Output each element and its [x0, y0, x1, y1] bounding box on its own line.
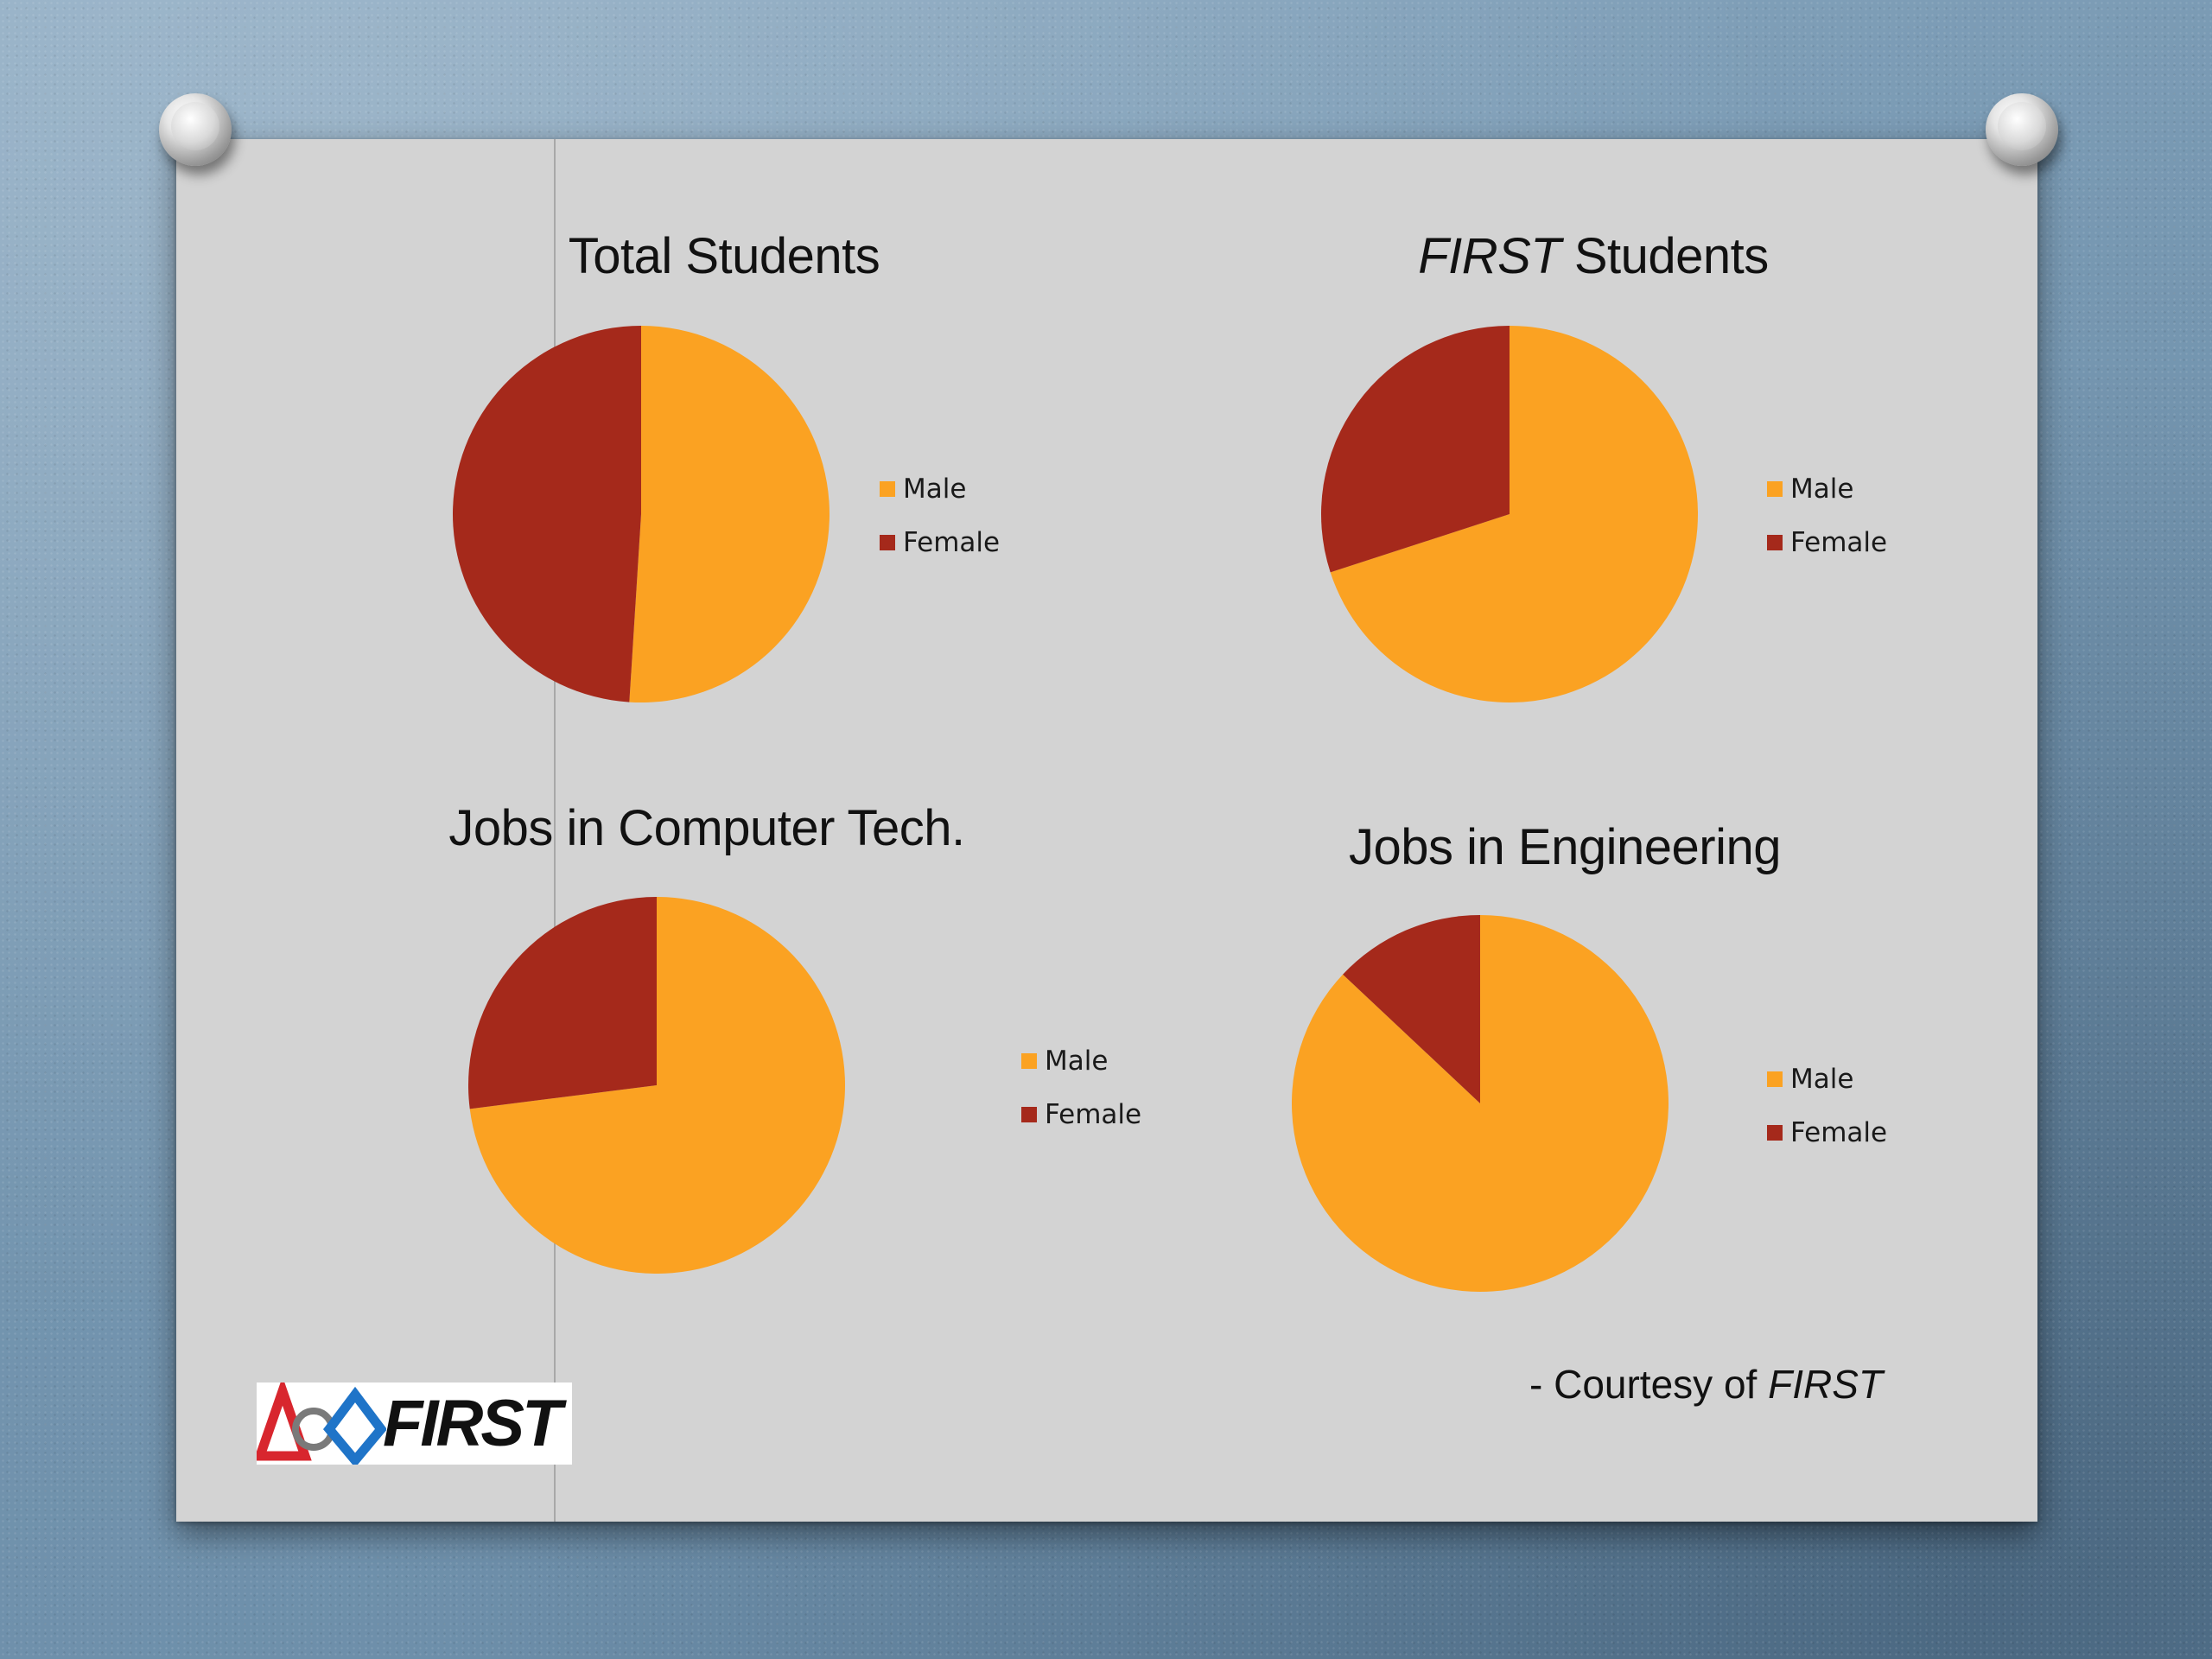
chart-title-text: Jobs in Computer Tech.	[448, 800, 965, 856]
legend-item-female: Female	[1767, 1106, 1887, 1160]
legend-jobs-computer-tech: Male Female	[1021, 1034, 1141, 1141]
courtesy-prefix: - Courtesy of	[1529, 1362, 1769, 1407]
chart-title-text: Total Students	[568, 228, 880, 284]
legend-swatch-male	[1021, 1053, 1037, 1069]
chart-title-italic: FIRST	[1418, 228, 1561, 284]
first-logo: FIRST	[257, 1382, 572, 1465]
legend-item-female: Female	[1767, 516, 1887, 569]
pie-slice-female	[453, 326, 641, 702]
legend-swatch-female	[1767, 1125, 1783, 1141]
first-logo-mark-icon	[257, 1382, 386, 1465]
chart-title-text: Jobs in Engineering	[1349, 819, 1781, 875]
legend-label: Female	[1790, 1117, 1888, 1148]
legend-total-students: Male Female	[880, 462, 1000, 569]
legend-item-male: Male	[1021, 1034, 1141, 1088]
legend-jobs-engineering: Male Female	[1767, 1052, 1887, 1160]
pie-chart-jobs-engineering	[1292, 915, 1669, 1292]
legend-swatch-female	[880, 535, 895, 550]
legend-label: Male	[903, 474, 967, 505]
courtesy-note: - Courtesy of FIRST	[1529, 1361, 1883, 1408]
pie-slice-female	[1343, 915, 1480, 1103]
pie-slice-female	[1321, 326, 1510, 573]
legend-item-female: Female	[880, 516, 1000, 569]
margin-rule	[554, 139, 556, 1522]
chart-title-jobs-engineering: Jobs in Engineering	[1349, 818, 1781, 876]
legend-label: Female	[1045, 1099, 1142, 1130]
legend-item-female: Female	[1021, 1088, 1141, 1141]
pie-chart-total-students	[453, 326, 830, 702]
legend-swatch-male	[1767, 1071, 1783, 1087]
legend-swatch-female	[1767, 535, 1783, 550]
chart-title-jobs-computer-tech: Jobs in Computer Tech.	[448, 799, 965, 857]
legend-swatch-male	[880, 481, 895, 497]
legend-label: Female	[903, 527, 1001, 558]
legend-label: Male	[1790, 1064, 1854, 1095]
chart-title-total-students: Total Students	[569, 227, 880, 285]
pie-slice-male	[469, 897, 845, 1274]
chart-title-first-students: FIRST Students	[1418, 227, 1769, 285]
legend-swatch-female	[1021, 1107, 1037, 1122]
legend-swatch-male	[1767, 481, 1783, 497]
courtesy-source: FIRST	[1768, 1362, 1883, 1407]
legend-label: Male	[1045, 1046, 1109, 1077]
push-pin-left	[159, 93, 232, 166]
pinned-slide: Total Students Male Female FIRST Student…	[176, 139, 2037, 1522]
push-pin-right	[1986, 93, 2058, 166]
legend-item-male: Male	[1767, 462, 1887, 516]
legend-label: Female	[1790, 527, 1888, 558]
legend-first-students: Male Female	[1767, 462, 1887, 569]
pie-slice-male	[1330, 326, 1698, 702]
chart-title-text: Students	[1560, 228, 1769, 284]
pie-slice-male	[629, 326, 830, 702]
legend-item-male: Male	[880, 462, 1000, 516]
pie-chart-jobs-computer-tech	[468, 897, 845, 1274]
pie-chart-first-students	[1321, 326, 1698, 702]
pie-slice-female	[468, 897, 657, 1109]
legend-label: Male	[1790, 474, 1854, 505]
first-logo-wordmark: FIRST	[383, 1387, 563, 1460]
legend-item-male: Male	[1767, 1052, 1887, 1106]
